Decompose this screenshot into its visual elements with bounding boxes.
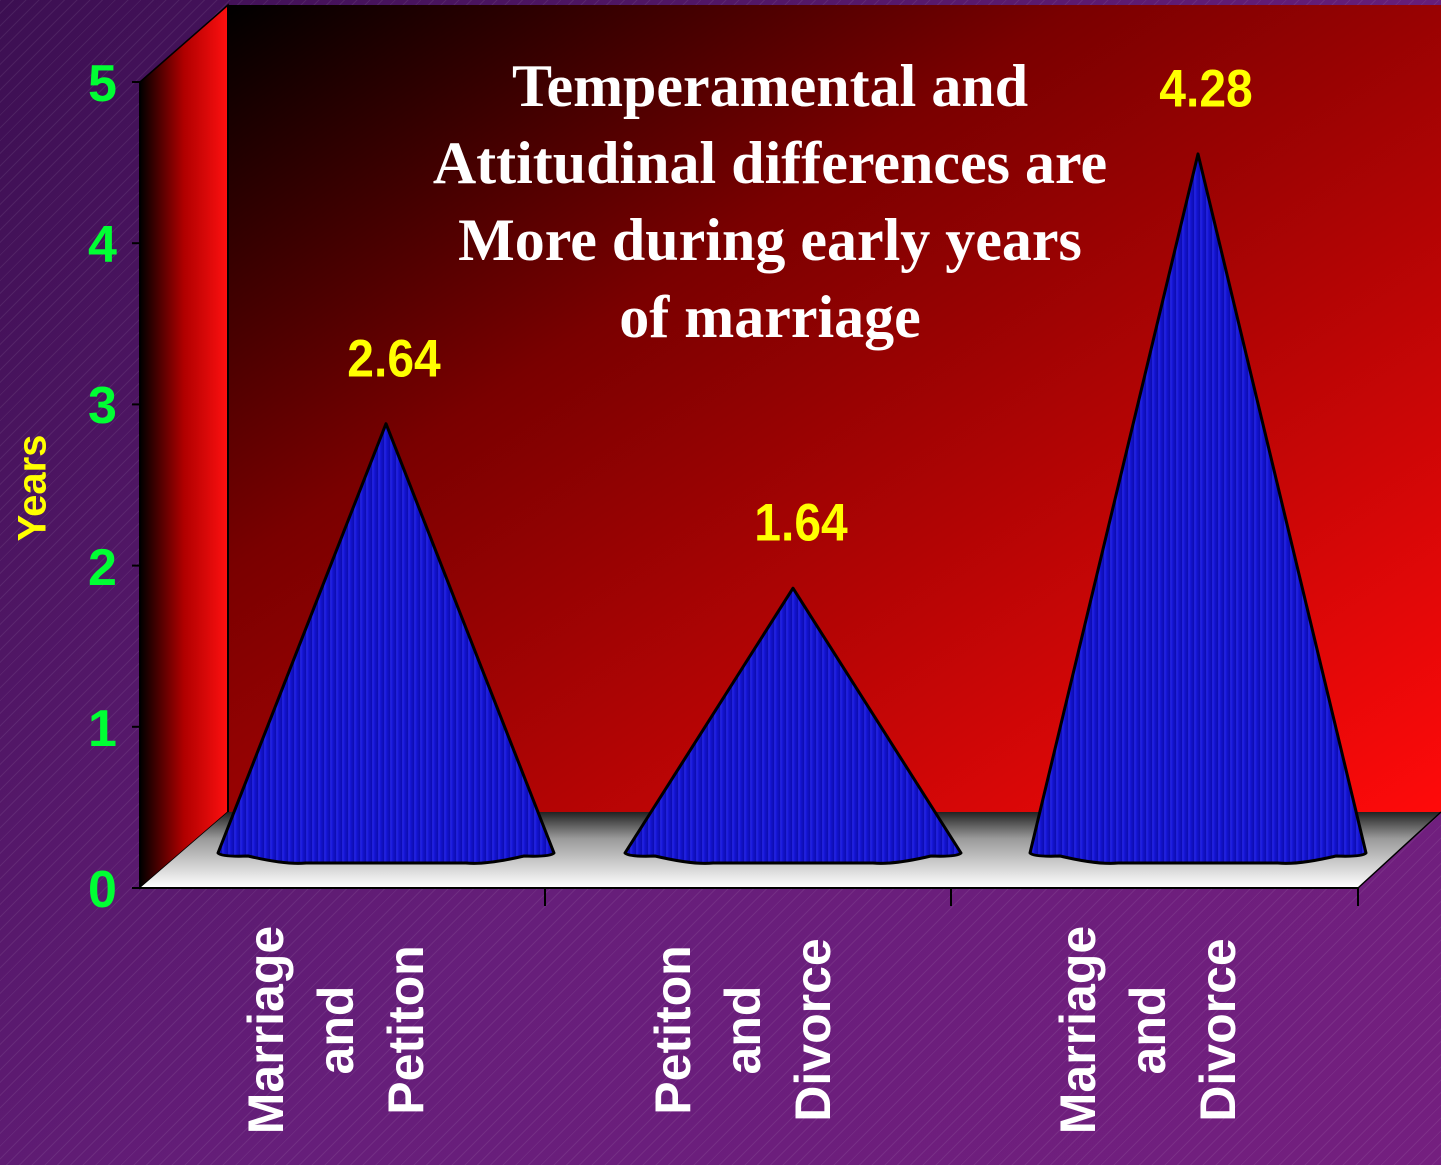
axis-ticks bbox=[132, 81, 1359, 906]
cone-series bbox=[216, 152, 1368, 865]
y-tick-label: 4 bbox=[88, 216, 117, 275]
x-tick-label-line: Divorce bbox=[785, 938, 841, 1122]
y-tick-label: 2 bbox=[88, 538, 117, 597]
data-label: 1.64 bbox=[754, 494, 848, 553]
x-tick-label-line: Divorce bbox=[1190, 938, 1246, 1122]
chart-title: Temperamental and Attitudinal difference… bbox=[380, 48, 1160, 356]
x-tick-label-line: and bbox=[1120, 985, 1176, 1075]
y-axis-label: Years bbox=[10, 434, 55, 542]
x-tick-label: Marriage and Divorce bbox=[1043, 926, 1253, 1134]
title-line: Temperamental and bbox=[511, 53, 1029, 119]
data-label: 4.28 bbox=[1159, 60, 1253, 119]
x-tick-label-line: Petiton bbox=[645, 945, 701, 1115]
cone-bar bbox=[623, 586, 963, 865]
title-line: Attitudinal differences are bbox=[432, 130, 1108, 196]
x-tick-label: Petiton and Divorce bbox=[638, 938, 848, 1121]
y-tick-label: 3 bbox=[88, 377, 117, 436]
side-wall bbox=[139, 3, 229, 890]
title-line: More during early years bbox=[458, 207, 1082, 273]
x-tick-label-line: and bbox=[715, 985, 771, 1075]
y-tick-label: 5 bbox=[88, 55, 117, 113]
x-tick-label: Marriage and Petiton bbox=[231, 926, 441, 1134]
floor-front-edge bbox=[1357, 811, 1441, 889]
data-label: 2.64 bbox=[347, 330, 441, 389]
cone-bar bbox=[216, 422, 556, 865]
x-tick-label-line: Petiton bbox=[378, 945, 434, 1115]
y-tick-label: 0 bbox=[88, 861, 117, 919]
x-tick-label-line: Marriage bbox=[238, 925, 294, 1135]
x-tick-label-line: Marriage bbox=[1050, 925, 1106, 1135]
cone-bar bbox=[1028, 152, 1368, 865]
y-tick-label: 1 bbox=[88, 699, 117, 758]
title-line: of marriage bbox=[619, 284, 921, 350]
x-tick-label-line: and bbox=[308, 985, 364, 1075]
